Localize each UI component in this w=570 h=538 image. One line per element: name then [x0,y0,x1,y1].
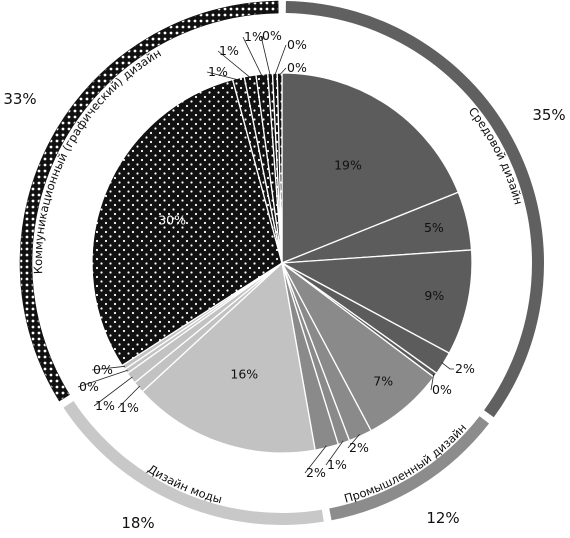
pie-slice-2 [279,249,473,355]
pie-slice-20 [276,72,283,264]
leader-line-11 [93,376,133,407]
slice-label-12: 0% [79,379,99,394]
slice-label-20: 0% [287,60,307,75]
pie-slice-14 [91,78,283,367]
leader-line-4 [430,374,435,391]
slice-label-6: 2% [349,440,369,455]
leader-line-15 [206,71,239,81]
group-percent-prom: 12% [426,509,459,527]
leader-line-10 [117,385,141,409]
pie-slice-0 [281,72,460,264]
slice-label-10: 1% [119,400,139,415]
pie-slice-9 [141,261,316,454]
leader-line-8 [304,445,327,474]
group-percent-moda: 18% [121,514,154,532]
slice-label-9: 16% [230,367,258,382]
leader-line-17 [242,36,263,77]
outer-ring-arc-sredovoy [285,1,545,418]
slice-label-13: 0% [93,362,113,377]
outer-ring-arc-komm [19,0,279,402]
leader-lines [77,35,454,474]
slice-label-19: 0% [287,37,307,52]
slice-label-16: 1% [219,43,239,58]
leader-line-13 [91,365,126,371]
slice-label-1: 5% [424,220,444,235]
group-percent-komm: 33% [3,90,36,108]
slice-label-0: 19% [334,157,362,172]
outer-ring [19,0,545,525]
slice-labels: 19%5%9%2%0%7%2%1%2%16%1%1%0%0%30%1%1%1%0… [79,28,475,480]
inner-pie [91,72,473,454]
outer-ring-arc-moda [63,400,324,525]
slice-label-17: 1% [244,29,264,44]
slice-label-4: 0% [432,382,452,397]
slice-label-2: 9% [424,288,444,303]
leader-line-3 [441,362,454,370]
slice-label-15: 1% [208,64,228,79]
leader-line-20 [279,67,287,76]
slice-label-18: 0% [262,28,282,43]
leader-line-6 [347,433,360,449]
slice-label-7: 1% [327,457,347,472]
group-percent-sredovoy: 35% [532,106,565,124]
slice-label-3: 2% [455,361,475,376]
leader-line-12 [77,369,128,388]
outer-ring-arc-prom [329,416,490,521]
leader-line-7 [325,440,344,466]
slice-label-11: 1% [95,398,115,413]
leader-line-19 [274,44,287,76]
slice-label-8: 2% [306,465,326,480]
leader-line-18 [260,35,271,76]
leader-line-16 [217,50,251,79]
slice-label-14: 30% [158,213,186,228]
slice-label-5: 7% [373,373,393,388]
